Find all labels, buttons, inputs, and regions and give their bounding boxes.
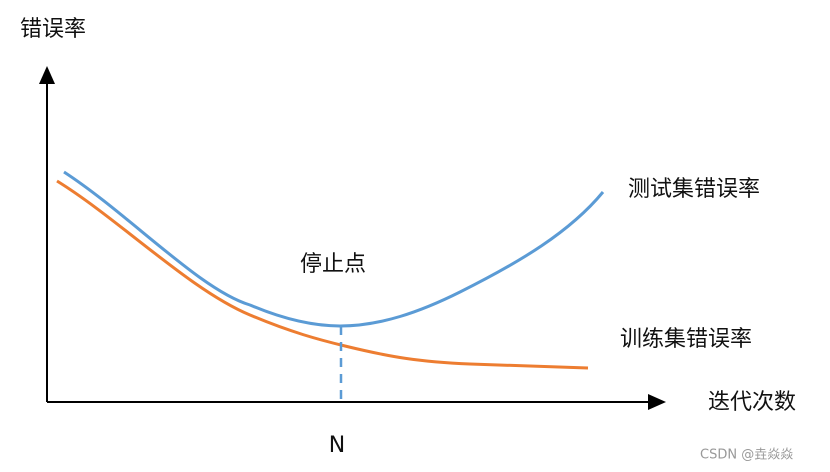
test-curve-label: 测试集错误率 — [628, 177, 760, 202]
train-error-curve — [56, 179, 589, 370]
watermark: CSDN @垚焱焱 — [700, 448, 793, 463]
x-axis-label: 迭代次数 — [708, 390, 796, 415]
stop-point-label: 停止点 — [300, 252, 366, 277]
test-error-curve — [63, 170, 605, 328]
y-axis-label: 错误率 — [20, 17, 86, 42]
train-curve-label: 训练集错误率 — [620, 327, 752, 352]
x-axis-arrow — [648, 394, 666, 410]
n-label: N — [329, 433, 345, 458]
y-axis-arrow — [39, 66, 55, 84]
